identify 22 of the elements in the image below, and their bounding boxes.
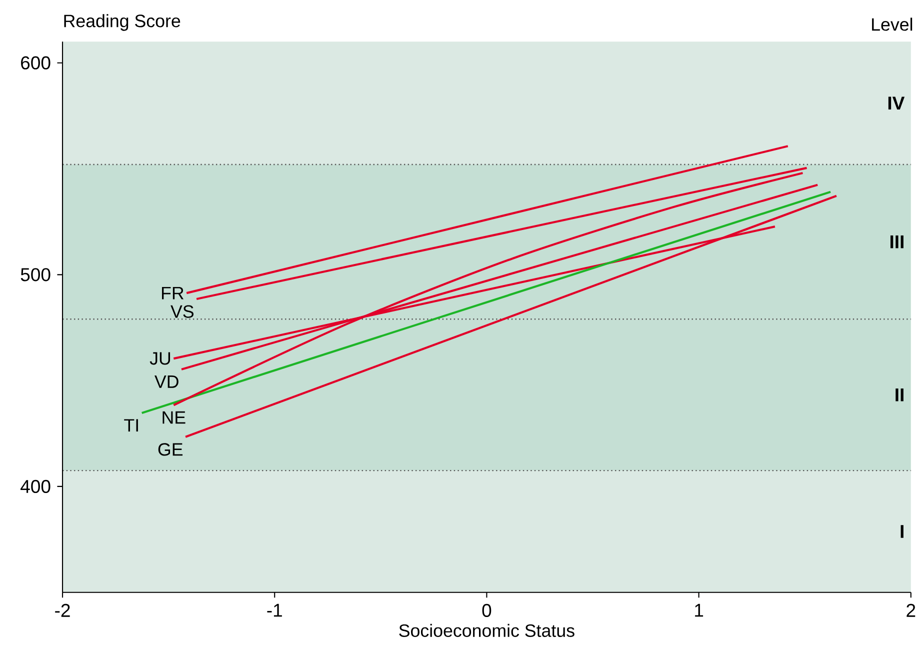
x-tick-label: -2 [55,604,70,617]
x-tick-label: 1 [695,604,704,617]
series-label: TI [124,419,138,432]
series-label: VD [154,376,178,388]
y-axis-title: Reading Score [64,14,180,31]
band-label: III [890,236,904,248]
band-label: IV [888,96,905,110]
series-label: JU [150,352,170,365]
band-label: I [900,525,904,538]
series-label: VS [170,305,194,318]
y-tick-label: 400 [20,480,50,494]
y-tick-label: 600 [21,56,50,70]
series-label: NE [162,411,186,424]
x-tick-label: -1 [267,604,282,617]
y-tick-label: 500 [20,268,50,282]
series-label: GE [158,443,183,456]
text: Level [872,18,912,31]
x-axis-title: Socioeconomic Status [399,624,574,638]
series-label: FR [162,287,184,300]
x-tick-label: 0 [482,604,492,618]
x-tick-label: 2 [906,604,916,617]
band-label: II [896,388,904,402]
